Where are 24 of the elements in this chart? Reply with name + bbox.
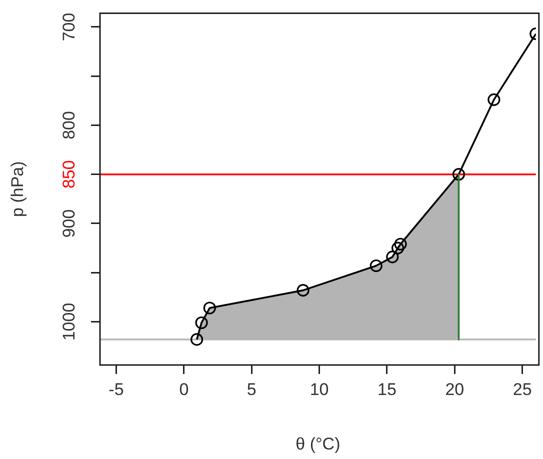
point — [190, 333, 204, 346]
y-tick-label: 800 — [60, 111, 79, 140]
x-tick-label: 0 — [179, 380, 189, 399]
point — [386, 250, 399, 264]
x-axis-title: θ (°C) — [296, 434, 340, 454]
x-tick-label: 25 — [512, 380, 532, 399]
x-tick-label: 20 — [445, 380, 464, 399]
point — [392, 242, 404, 254]
x-tick-label: -5 — [108, 380, 124, 399]
y-tick-label: 900 — [60, 209, 79, 238]
y-tick-label: 850 — [60, 160, 79, 189]
point — [370, 259, 382, 272]
x-tick-label: 15 — [378, 380, 396, 399]
point — [488, 93, 500, 106]
y-tick-label: 1000 — [60, 302, 79, 341]
x-tick-label: 10 — [310, 380, 329, 399]
y-tick-label: 700 — [60, 12, 79, 42]
point — [452, 168, 466, 181]
y-axis-title: p (hPa) — [8, 161, 27, 217]
point — [203, 302, 216, 314]
point — [296, 284, 310, 297]
point — [394, 238, 407, 250]
x-tick-label: 5 — [246, 380, 256, 399]
point — [195, 316, 208, 330]
